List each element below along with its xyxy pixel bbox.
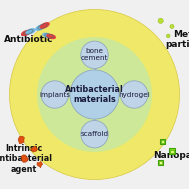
Ellipse shape [22, 30, 31, 35]
Text: Nanoparticles: Nanoparticles [153, 151, 189, 160]
Text: Intrinsic
antibacterial
agent: Intrinsic antibacterial agent [0, 144, 53, 174]
Ellipse shape [40, 23, 49, 28]
Circle shape [158, 18, 163, 23]
Bar [159, 161, 162, 164]
Bar [160, 139, 165, 145]
Circle shape [166, 34, 170, 38]
Text: bone
cement: bone cement [81, 48, 108, 61]
Circle shape [81, 121, 108, 148]
Ellipse shape [36, 25, 45, 30]
Bar [170, 149, 174, 153]
Circle shape [121, 81, 148, 108]
Text: scaffold: scaffold [81, 131, 108, 137]
Circle shape [170, 24, 174, 29]
Polygon shape [31, 146, 38, 152]
Circle shape [81, 41, 108, 69]
Bar [169, 148, 175, 154]
Text: implants: implants [39, 91, 70, 98]
Circle shape [38, 38, 151, 151]
Circle shape [70, 70, 119, 119]
Ellipse shape [26, 29, 35, 34]
Bar [161, 140, 164, 143]
Text: Antibacterial
materials: Antibacterial materials [65, 85, 124, 104]
Polygon shape [18, 136, 24, 144]
Polygon shape [21, 155, 28, 162]
Ellipse shape [43, 33, 51, 37]
Bar [158, 160, 163, 165]
Ellipse shape [47, 34, 55, 39]
Circle shape [9, 9, 180, 180]
Text: Antibiotic: Antibiotic [4, 35, 53, 44]
Circle shape [41, 81, 68, 108]
Text: hydrogel: hydrogel [118, 91, 150, 98]
Text: Metal
particles: Metal particles [165, 30, 189, 49]
Polygon shape [37, 161, 43, 168]
